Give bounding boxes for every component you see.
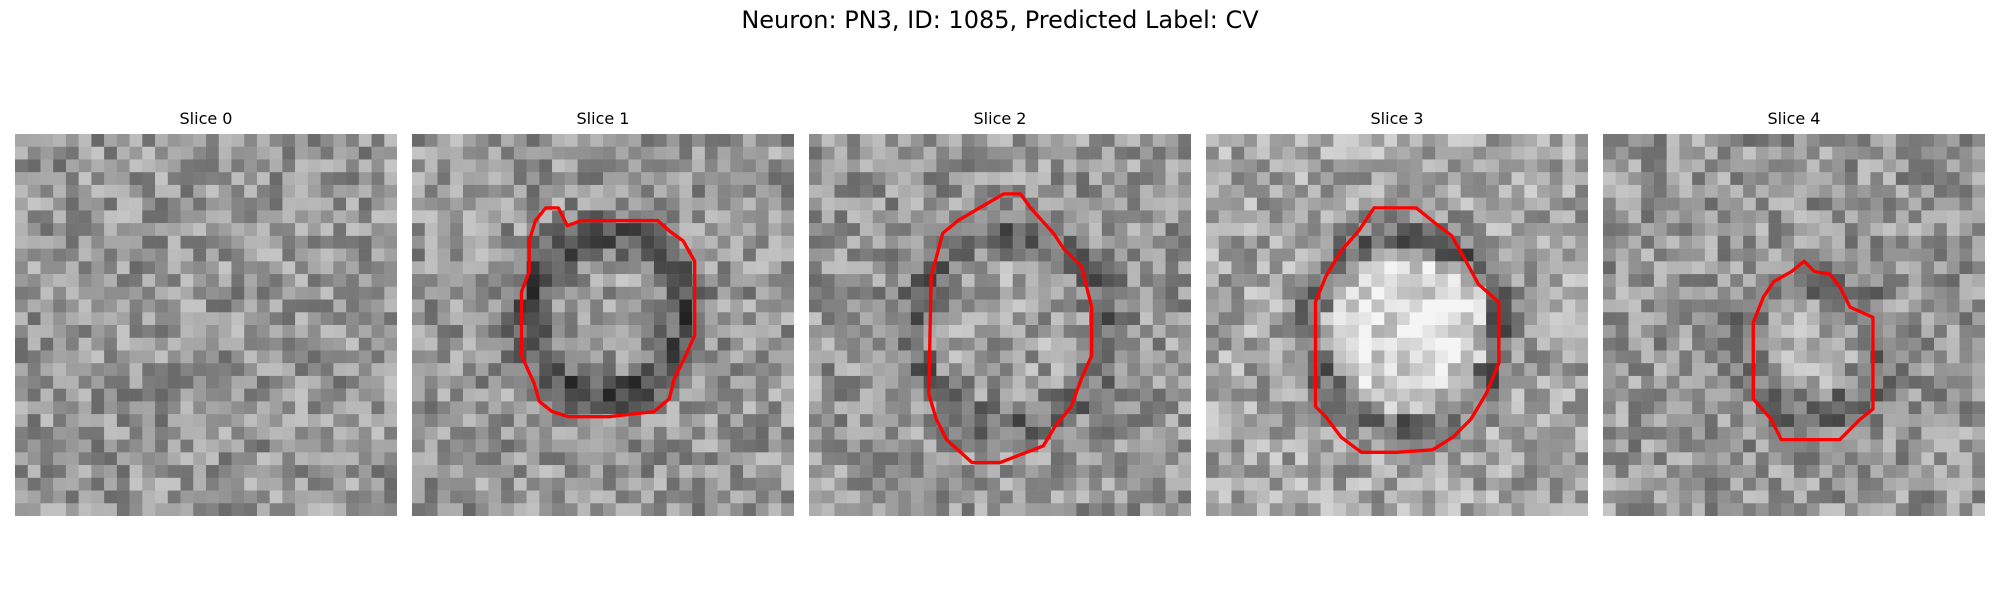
- segmentation-contour: [519, 206, 697, 419]
- slice-title: Slice 4: [1767, 109, 1821, 128]
- slice-title: Slice 2: [973, 109, 1027, 128]
- slice-title: Slice 1: [576, 109, 630, 128]
- segmentation-contour: [1313, 206, 1501, 454]
- microscopy-pixels: [412, 134, 794, 516]
- microscopy-pixels: [809, 134, 1191, 516]
- slice-image-1: [412, 134, 794, 516]
- slice-image-3: [1206, 134, 1588, 516]
- microscopy-pixels: [15, 134, 397, 516]
- slice-image-0: [15, 134, 397, 516]
- slice-image-4: [1603, 134, 1985, 516]
- slice-panel-4: Slice 4: [1603, 108, 1985, 516]
- slice-title: Slice 0: [179, 109, 233, 128]
- slice-panel-1: Slice 1: [412, 108, 794, 516]
- slice-title: Slice 3: [1370, 109, 1424, 128]
- slice-panel-3: Slice 3: [1206, 108, 1588, 516]
- segmentation-contour: [927, 192, 1094, 465]
- slice-panel-2: Slice 2: [809, 108, 1191, 516]
- figure-title: Neuron: PN3, ID: 1085, Predicted Label: …: [741, 6, 1259, 34]
- microscopy-pixels: [1206, 134, 1588, 516]
- segmentation-contour: [1751, 259, 1875, 442]
- slice-image-2: [809, 134, 1191, 516]
- slice-panel-0: Slice 0: [15, 108, 397, 516]
- microscopy-pixels: [1603, 134, 1985, 516]
